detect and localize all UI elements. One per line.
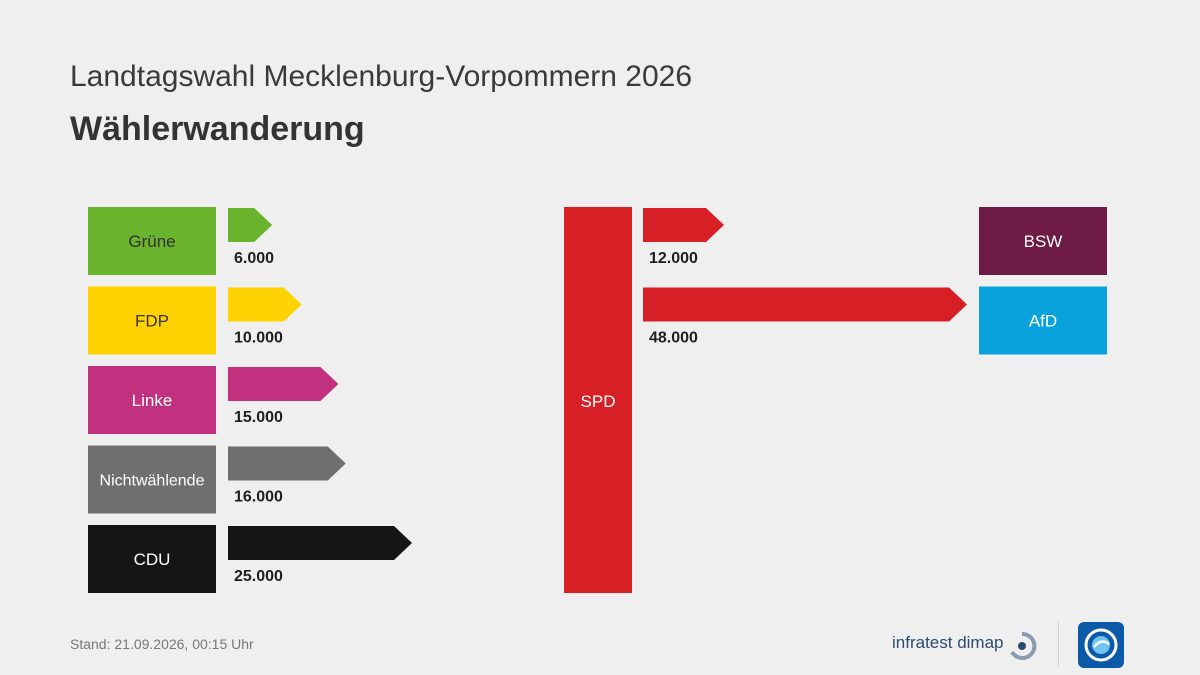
party-box-gr-ne [88,207,216,275]
party-box-bsw [979,207,1107,275]
party-label-fdp: FDP [135,312,169,331]
flow-arrow-bsw [643,208,724,242]
party-label-bsw: BSW [1024,232,1063,251]
flow-arrow-afd [643,287,967,322]
chart-title: Landtagswahl Mecklenburg-Vorpommern 2026 [70,60,693,93]
party-label-spd: SPD [581,392,616,411]
party-box-afd [979,286,1107,355]
flow-value-nichtw-hlende: 16.000 [234,489,283,506]
flow-arrow-cdu [228,526,412,560]
divider [1058,622,1059,666]
flow-value-fdp: 10.000 [234,330,283,347]
flow-value-cdu: 25.000 [234,568,283,585]
ard-logo-icon [1078,622,1124,668]
infratest-dimap-logo-icon [1010,631,1037,660]
timestamp: Stand: 21.09.2026, 00:15 Uhr [70,636,254,652]
party-label-gr-ne: Grüne [128,232,175,251]
party-box-nichtw-hlende [88,445,216,514]
flow-arrow-gr-ne [228,208,273,242]
flow-value-afd: 48.000 [649,330,698,347]
flow-value-gr-ne: 6.000 [234,250,274,267]
party-label-linke: Linke [132,391,173,410]
party-bar-spd [564,207,632,593]
party-box-fdp [88,286,216,355]
flow-value-linke: 15.000 [234,409,283,426]
flow-arrow-linke [228,367,339,401]
flow-arrow-fdp [228,287,302,322]
party-label-cdu: CDU [134,550,171,569]
brand-name: infratest dimap [892,633,1004,652]
party-label-nichtw-hlende: Nichtwählende [100,473,205,490]
party-box-cdu [88,525,216,593]
flow-value-bsw: 12.000 [649,250,698,267]
flow-arrow-nichtw-hlende [228,446,346,481]
chart-subtitle: Wählerwanderung [70,110,365,148]
party-box-linke [88,366,216,434]
party-label-afd: AfD [1029,312,1057,331]
